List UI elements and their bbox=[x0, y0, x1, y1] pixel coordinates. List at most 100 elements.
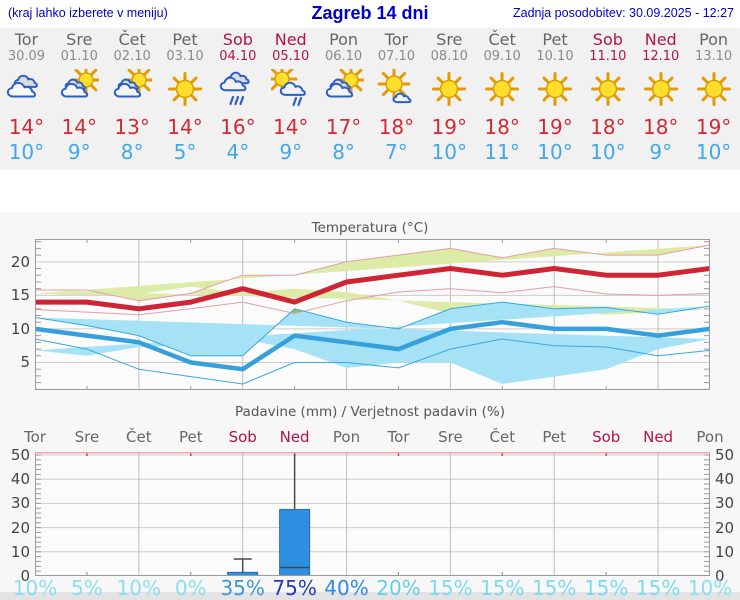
precip-bar bbox=[279, 508, 311, 576]
min-temp-value: 5° bbox=[173, 140, 197, 164]
min-temp-value: 10° bbox=[695, 140, 732, 164]
max-temp-value: 14° bbox=[272, 115, 309, 139]
precip-day-label: Ned bbox=[643, 428, 674, 446]
day-name-label: Sob bbox=[222, 30, 253, 49]
min-temp-value: 9° bbox=[279, 140, 303, 164]
precip-day-label: Tor bbox=[387, 428, 410, 446]
day-name-label: Ned bbox=[644, 30, 677, 49]
temperature-chart-title: Temperatura (°C) bbox=[311, 220, 429, 236]
min-temp-value: 8° bbox=[120, 140, 144, 164]
max-temp-value: 14° bbox=[8, 115, 45, 139]
day-column: Tor 30.09 14° 10° bbox=[0, 28, 53, 170]
day-date-label: 07.10 bbox=[377, 49, 416, 64]
precip-day-label: Sob bbox=[592, 428, 621, 446]
max-temp-value: 17° bbox=[325, 115, 362, 139]
min-temp-value: 10° bbox=[537, 140, 573, 164]
day-name-label: Čet bbox=[488, 30, 516, 49]
day-column: Tor 07.10 18° 7° bbox=[370, 28, 423, 170]
mostly-sunny-icon bbox=[377, 67, 412, 104]
day-name-label: Pon bbox=[329, 30, 359, 49]
precipitation-chart bbox=[35, 452, 710, 576]
min-temp-range-band bbox=[35, 302, 710, 384]
day-date-label: 30.09 bbox=[7, 49, 46, 64]
rain-icon bbox=[219, 71, 250, 106]
precip-day-label: Pon bbox=[332, 428, 361, 446]
min-temp-value: 9° bbox=[649, 140, 673, 164]
max-temp-value: 18° bbox=[378, 115, 415, 139]
precip-y-tick-label-right: 20 bbox=[715, 519, 735, 537]
max-temp-value: 14° bbox=[61, 115, 97, 139]
day-column: Sre 08.10 19° 10° bbox=[423, 28, 476, 170]
day-name-label: Ned bbox=[274, 30, 307, 49]
day-date-label: 08.10 bbox=[430, 49, 468, 64]
day-date-label: 06.10 bbox=[324, 49, 363, 64]
precip-bar bbox=[227, 571, 259, 576]
max-temp-value: 14° bbox=[167, 115, 203, 139]
day-date-label: 03.10 bbox=[166, 49, 204, 64]
precip-probability-value: 40% bbox=[324, 576, 369, 600]
sunny-icon bbox=[485, 72, 520, 106]
day-name-label: Tor bbox=[14, 30, 39, 49]
sunny-icon bbox=[537, 72, 572, 106]
precip-day-label: Ned bbox=[279, 428, 310, 446]
partly-cloudy-icon bbox=[325, 64, 367, 98]
temp-y-tick-label: 15 bbox=[10, 286, 30, 304]
precip-probability-value: 10% bbox=[687, 576, 733, 600]
precip-day-label: Pet bbox=[178, 428, 203, 446]
precip-day-label: Tor bbox=[24, 428, 46, 446]
day-date-label: 02.10 bbox=[113, 49, 151, 64]
precip-y-tick-label-right: 50 bbox=[715, 446, 735, 464]
forecast-strip: Tor 30.09 14° 10° Sre 01.10 14° 9° Čet 02.10 13° 8°… bbox=[0, 28, 740, 170]
day-name-label: Sob bbox=[592, 30, 623, 49]
day-name-label: Pet bbox=[542, 30, 568, 49]
precip-probability-value: 35% bbox=[220, 576, 265, 600]
sun-rain-icon bbox=[266, 63, 306, 107]
cloudy-icon bbox=[7, 74, 39, 98]
day-date-label: 01.10 bbox=[60, 49, 98, 64]
max-temp-value: 19° bbox=[695, 115, 732, 139]
precip-probability-value: 75% bbox=[272, 576, 317, 600]
partly-cloudy-icon bbox=[61, 64, 102, 98]
day-date-label: 10.10 bbox=[536, 49, 574, 64]
last-update-text: Zadnja posodobitev: 30.09.2025 - 12:27 bbox=[512, 6, 734, 20]
page-title: Zagreb 14 dni bbox=[311, 3, 429, 23]
day-column: Ned 12.10 18° 9° bbox=[634, 28, 687, 170]
precip-day-label: Sob bbox=[228, 428, 257, 446]
partly-cloudy-icon bbox=[113, 64, 155, 98]
day-name-label: Tor bbox=[384, 30, 409, 49]
sunny-icon bbox=[643, 72, 678, 106]
sunny-icon bbox=[432, 72, 467, 106]
min-temp-line bbox=[35, 319, 710, 372]
max-temp-value: 18° bbox=[590, 115, 626, 139]
sunny-icon bbox=[590, 72, 625, 106]
precip-day-label: Pon bbox=[696, 428, 724, 446]
min-temp-value: 7° bbox=[385, 140, 408, 164]
precip-y-tick-label-right: 0 bbox=[715, 567, 725, 585]
precip-probability-value: 15% bbox=[531, 576, 577, 600]
day-name-label: Pon bbox=[699, 30, 729, 49]
day-name-label: Sre bbox=[436, 30, 463, 49]
precip-day-label: Sre bbox=[74, 428, 100, 446]
precip-probability-value: 0% bbox=[174, 576, 207, 600]
precip-probability-value: 15% bbox=[428, 576, 473, 600]
min-temp-value: 10° bbox=[431, 140, 467, 164]
max-temp-range-band bbox=[35, 245, 710, 315]
day-column: Čet 09.10 18° 11° bbox=[476, 28, 529, 170]
day-column: Pet 03.10 14° 5° bbox=[159, 28, 212, 170]
day-date-label: 11.10 bbox=[589, 49, 627, 64]
min-temp-value: 9° bbox=[67, 140, 91, 164]
min-temp-value: 4° bbox=[226, 140, 250, 164]
precip-y-tick-label-left: 50 bbox=[10, 446, 30, 464]
precipitation-chart-title: Padavine (mm) / Verjetnost padavin (%) bbox=[235, 404, 505, 420]
max-temp-line bbox=[35, 266, 710, 312]
day-column: Ned 05.10 14° 9° bbox=[264, 28, 317, 170]
max-temp-value: 13° bbox=[114, 115, 150, 139]
min-temp-value: 11° bbox=[484, 140, 520, 164]
day-name-label: Čet bbox=[118, 30, 146, 49]
day-column: Sob 04.10 16° 4° bbox=[211, 28, 264, 170]
day-date-label: 05.10 bbox=[272, 49, 310, 64]
precip-y-tick-label-left: 10 bbox=[10, 543, 30, 561]
precip-day-label: Pet bbox=[542, 428, 566, 446]
